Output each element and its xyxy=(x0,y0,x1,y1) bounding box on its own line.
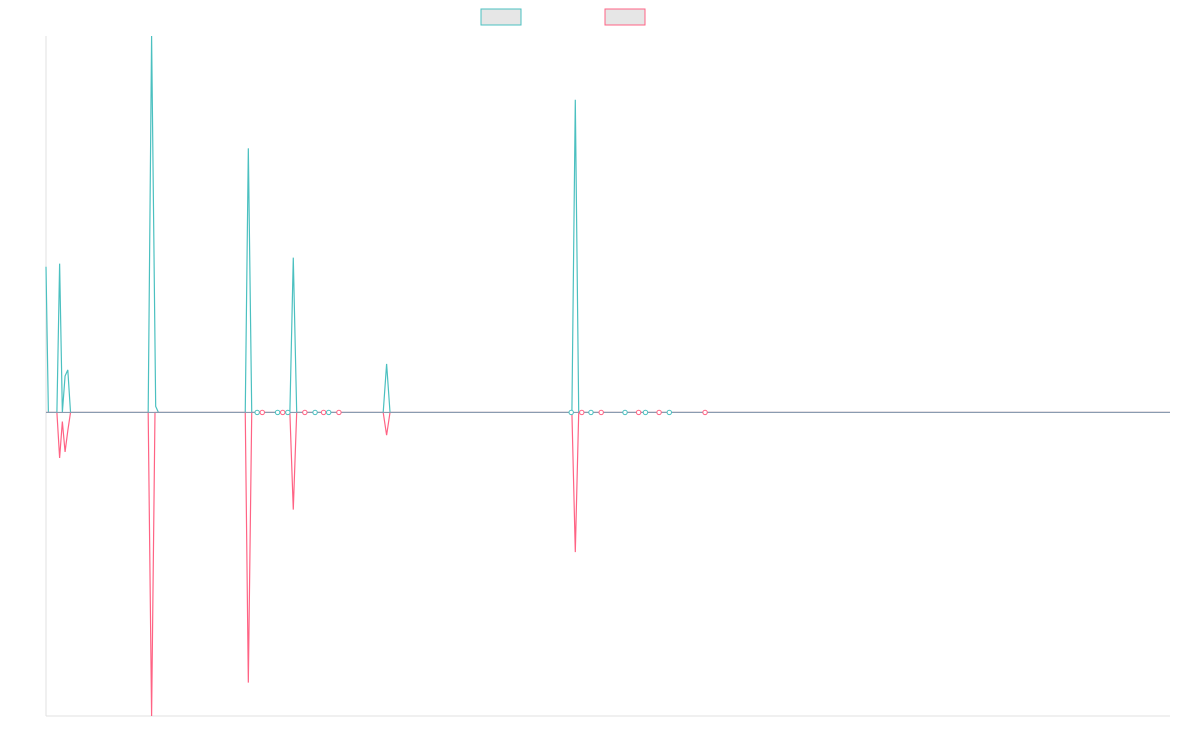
point-marker[interactable] xyxy=(285,409,291,416)
point-marker[interactable] xyxy=(280,409,286,416)
point-marker[interactable] xyxy=(656,409,662,416)
point-marker[interactable] xyxy=(702,409,708,416)
legend xyxy=(480,8,646,26)
point-marker[interactable] xyxy=(336,409,342,416)
point-marker[interactable] xyxy=(579,409,585,416)
point-marker[interactable] xyxy=(622,409,628,416)
legend-swatch-series-b[interactable] xyxy=(604,8,646,26)
series-line-b xyxy=(46,411,1170,717)
point-marker[interactable] xyxy=(598,409,604,416)
point-marker[interactable] xyxy=(568,409,574,416)
plot-area xyxy=(45,35,1170,717)
point-marker[interactable] xyxy=(274,409,281,416)
point-marker[interactable] xyxy=(259,409,265,416)
point-marker[interactable] xyxy=(666,409,673,416)
point-markers xyxy=(254,409,708,416)
point-marker[interactable] xyxy=(326,409,332,416)
point-marker[interactable] xyxy=(302,409,308,416)
point-marker[interactable] xyxy=(635,409,642,416)
point-marker[interactable] xyxy=(642,409,649,416)
point-marker[interactable] xyxy=(312,409,318,416)
point-marker[interactable] xyxy=(254,409,260,416)
legend-swatch-series-a[interactable] xyxy=(480,8,522,26)
point-marker[interactable] xyxy=(320,409,327,416)
series-line-a xyxy=(45,35,1170,414)
series-layer xyxy=(45,35,1170,717)
point-marker[interactable] xyxy=(588,409,594,416)
